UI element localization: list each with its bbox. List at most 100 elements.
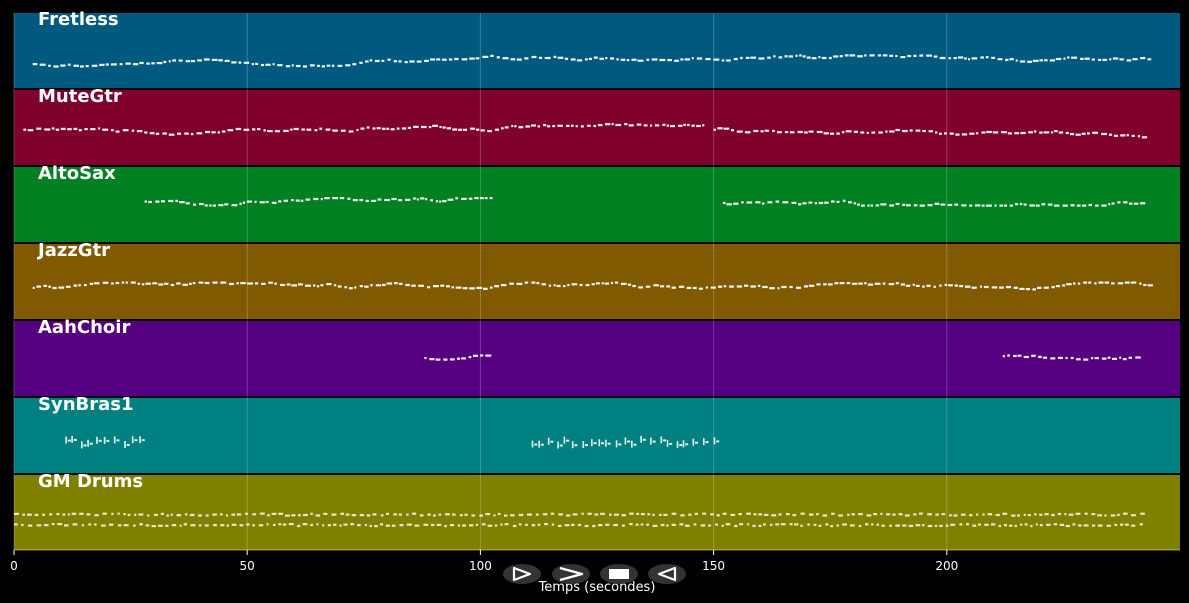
note-mark (327, 524, 331, 527)
note-mark (510, 514, 515, 517)
note-mark (32, 286, 35, 289)
note-mark (1092, 131, 1098, 134)
note-mark (543, 124, 547, 127)
note-mark (1126, 134, 1129, 137)
note-mark (96, 436, 98, 444)
note-mark (220, 524, 225, 527)
note-mark (725, 523, 731, 526)
note-mark (468, 197, 473, 200)
note-mark (585, 444, 588, 447)
note-mark (1051, 286, 1055, 289)
note-mark (842, 523, 847, 526)
note-mark (1051, 513, 1055, 517)
note-mark (1057, 356, 1063, 359)
note-mark (459, 514, 463, 517)
note-mark (733, 58, 738, 61)
note-mark (469, 524, 474, 527)
note-mark (62, 513, 66, 516)
note-mark (767, 201, 773, 204)
note-mark (615, 440, 618, 448)
note-mark (1131, 524, 1136, 527)
note-mark (190, 60, 196, 63)
note-mark (435, 200, 438, 203)
note-mark (1009, 58, 1014, 61)
note-mark (314, 129, 318, 132)
note-mark (580, 125, 584, 128)
forward-button[interactable] (552, 564, 590, 584)
note-mark (71, 512, 77, 515)
note-mark (1009, 204, 1014, 207)
track-aahchoir: AahChoir (14, 317, 1180, 396)
note-mark (605, 523, 610, 526)
note-mark (73, 284, 78, 287)
note-mark (700, 524, 706, 527)
note-mark (136, 130, 143, 133)
note-mark (259, 512, 265, 515)
note-mark (985, 204, 992, 207)
note-mark (895, 524, 900, 527)
note-mark (744, 284, 749, 287)
note-mark (427, 513, 431, 516)
note-mark (816, 130, 823, 134)
note-mark (1055, 57, 1062, 61)
note-mark (283, 199, 288, 202)
note-mark (468, 356, 472, 359)
track-jazzgtr: JazzGtr (14, 240, 1180, 319)
note-mark (1057, 512, 1062, 516)
play-button[interactable] (503, 564, 541, 584)
note-mark (1109, 58, 1112, 61)
note-mark (212, 281, 218, 284)
note-mark (452, 128, 458, 131)
note-mark (1065, 524, 1070, 528)
note-mark (14, 523, 18, 526)
note-mark (286, 283, 291, 286)
x-tick-label: 100 (469, 559, 492, 573)
note-mark (531, 524, 536, 527)
note-mark (729, 285, 734, 288)
note-mark (293, 127, 299, 131)
stop-button[interactable] (600, 564, 638, 584)
note-mark (511, 124, 514, 128)
note-mark (1034, 513, 1037, 516)
note-mark (876, 523, 879, 526)
note-mark (288, 523, 294, 526)
note-mark (94, 523, 97, 526)
note-mark (474, 197, 479, 200)
note-mark (420, 197, 425, 200)
note-mark (204, 281, 210, 285)
note-mark (1046, 523, 1051, 526)
note-mark (178, 59, 183, 62)
note-mark (892, 513, 896, 516)
note-mark (32, 63, 38, 66)
note-mark (598, 439, 601, 447)
note-mark (471, 514, 475, 517)
note-mark (101, 524, 106, 527)
note-mark (340, 512, 344, 515)
note-mark (144, 131, 148, 134)
note-mark (691, 57, 694, 60)
note-mark (494, 128, 499, 131)
note-mark (948, 284, 953, 287)
note-mark (518, 523, 522, 526)
note-mark (1038, 355, 1042, 358)
note-mark (84, 128, 88, 131)
play-left-outline-icon (657, 566, 677, 582)
note-mark (316, 523, 319, 526)
note-mark (404, 61, 408, 64)
note-mark (168, 199, 174, 203)
rewind-button[interactable] (648, 564, 686, 584)
note-mark (858, 524, 862, 528)
note-mark (867, 283, 873, 286)
note-mark (147, 514, 150, 517)
note-mark (260, 63, 265, 67)
note-mark (381, 59, 385, 62)
track-notes (32, 54, 1152, 68)
note-mark (600, 512, 605, 515)
note-mark (849, 54, 856, 57)
note-mark (261, 282, 266, 285)
note-mark (1028, 131, 1033, 134)
note-mark (716, 440, 720, 443)
note-mark (345, 513, 350, 516)
note-mark (197, 59, 202, 62)
note-mark (273, 523, 276, 526)
